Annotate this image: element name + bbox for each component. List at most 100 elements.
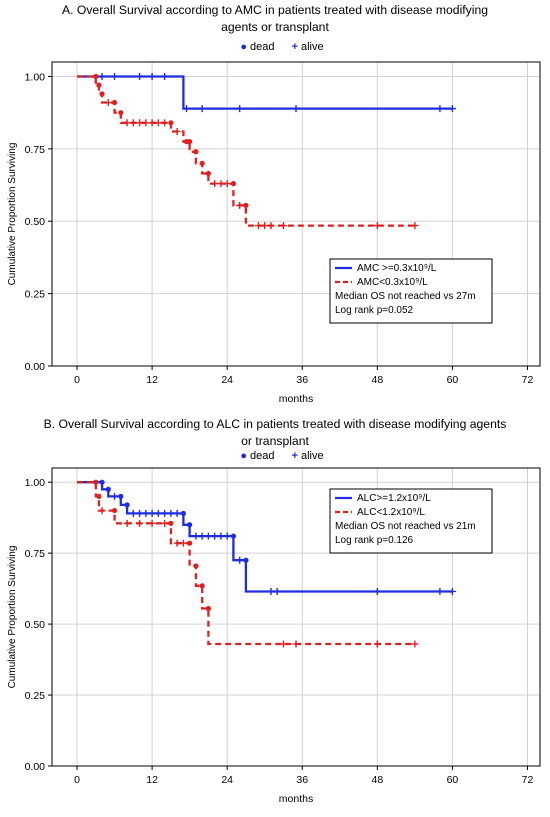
alive-marker xyxy=(217,532,225,540)
alive-marker xyxy=(123,519,131,527)
legend-box: AMC >=0.3x10⁹/L AMC<0.3x10⁹/L Median OS no… xyxy=(329,258,493,324)
legend-alive-label: alive xyxy=(301,450,324,462)
legend-note: Log rank p=0.052 xyxy=(335,305,414,316)
dead-marker xyxy=(168,520,174,526)
x-tick-label: 24 xyxy=(221,374,233,386)
alive-marker xyxy=(267,587,275,595)
alive-marker xyxy=(211,180,219,188)
alive-marker xyxy=(373,587,381,595)
alive-marker xyxy=(148,72,156,80)
dead-marker xyxy=(187,540,193,546)
dead-marker xyxy=(193,563,199,569)
chart-title-a: A. Overall Survival according to AMC in … xyxy=(0,2,550,36)
alive-marker xyxy=(373,640,381,648)
chart-title-b: B. Overall Survival according to ALC in … xyxy=(0,416,550,450)
survival-curve-blue xyxy=(77,75,453,110)
plot-frame xyxy=(51,467,541,767)
dead-marker xyxy=(230,533,237,539)
alive-marker xyxy=(136,519,144,527)
y-tick-label: 1.00 xyxy=(25,71,46,83)
alive-marker-icon: + xyxy=(291,450,298,462)
alive-marker xyxy=(179,539,187,547)
alive-marker xyxy=(142,509,150,517)
alive-marker xyxy=(129,119,137,127)
alive-marker xyxy=(261,222,269,230)
y-tick-label: 0.25 xyxy=(25,690,46,702)
dead-marker xyxy=(105,486,111,492)
alive-marker xyxy=(236,105,244,113)
x-tick-label: 36 xyxy=(296,374,308,386)
dead-marker xyxy=(96,82,102,88)
alive-marker xyxy=(279,222,287,230)
x-tick-label: 36 xyxy=(296,774,308,786)
alive-marker xyxy=(161,509,169,517)
alive-marker xyxy=(373,222,381,230)
title-line: agents or transplant xyxy=(221,20,329,34)
panel-a: A. Overall Survival according to AMC in … xyxy=(0,0,550,402)
alive-marker xyxy=(173,539,181,547)
alive-marker xyxy=(183,105,191,113)
legend-note: Median OS not reached vs 21m xyxy=(335,521,476,532)
alive-marker xyxy=(448,587,456,595)
y-tick-label: 0.75 xyxy=(25,548,46,560)
alive-marker xyxy=(211,532,219,540)
y-tick-label: 0.00 xyxy=(25,361,46,373)
title-line: or transplant xyxy=(241,434,309,448)
survival-plot-b: 0 12 24 36 48 60 72 0.00 0.25 0.50 0.75 1.00 months C… xyxy=(7,467,541,805)
x-tick-label: 12 xyxy=(146,774,158,786)
x-axis-label: months xyxy=(279,393,313,402)
legend-frame xyxy=(329,258,493,324)
alive-marker xyxy=(217,180,225,188)
alive-marker xyxy=(236,556,244,564)
alive-marker xyxy=(273,587,281,595)
alive-marker xyxy=(154,509,162,517)
legend-series-label: ALC>=1.2x10⁹/L xyxy=(357,493,431,504)
legend-series-label: ALC<1.2x10⁹/L xyxy=(357,507,425,518)
alive-marker xyxy=(167,509,175,517)
marker-legend-b: ● dead + alive xyxy=(0,450,550,462)
legend-note: Log rank p=0.126 xyxy=(335,535,414,546)
legend-dead-label: dead xyxy=(250,450,275,462)
legend-series-label: AMC >=0.3x10⁹/L xyxy=(357,263,437,274)
alive-marker xyxy=(154,119,162,127)
x-tick-label: 60 xyxy=(447,374,459,386)
dead-marker xyxy=(187,522,193,528)
y-tick-label: 0.75 xyxy=(25,144,46,156)
dead-marker xyxy=(187,139,193,145)
alive-marker xyxy=(204,532,212,540)
legend-frame xyxy=(329,488,493,554)
marker-legend-a: ● dead + alive xyxy=(0,41,550,53)
alive-marker xyxy=(192,532,200,540)
alive-marker xyxy=(123,119,131,127)
panel-b: B. Overall Survival according to ALC in … xyxy=(0,405,550,817)
dead-marker-icon: ● xyxy=(240,450,248,462)
y-tick-label: 1.00 xyxy=(25,477,46,489)
x-tick-label: 12 xyxy=(146,374,158,386)
dead-marker xyxy=(96,493,102,499)
legend-alive-label: alive xyxy=(301,41,324,53)
legend-box: ALC>=1.2x10⁹/L ALC<1.2x10⁹/L Median OS not… xyxy=(329,488,493,554)
x-tick-label: 72 xyxy=(522,374,534,386)
alive-marker xyxy=(267,222,275,230)
alive-marker xyxy=(142,119,150,127)
dead-marker xyxy=(205,605,212,612)
alive-marker xyxy=(148,509,156,517)
alive-marker-icon: + xyxy=(291,41,298,53)
x-tick-label: 0 xyxy=(74,374,80,386)
dead-marker xyxy=(111,507,118,514)
alive-marker xyxy=(173,127,181,135)
alive-marker xyxy=(104,99,112,107)
alive-marker xyxy=(129,509,137,517)
legend-dead-label: dead xyxy=(250,41,275,53)
survival-plot-a: 0 12 24 36 48 60 72 0.00 0.25 0.50 0.75 1.00 months C… xyxy=(7,61,541,402)
alive-marker xyxy=(161,119,169,127)
alive-marker xyxy=(254,222,262,230)
dead-marker xyxy=(168,120,174,126)
dead-marker xyxy=(93,73,99,80)
dead-marker xyxy=(99,479,105,485)
alive-marker xyxy=(292,105,300,113)
alive-marker xyxy=(136,72,144,80)
y-tick-label: 0.25 xyxy=(25,289,46,301)
y-axis-label: Cumulative Proportion Surviving xyxy=(7,143,18,286)
dead-marker xyxy=(111,99,118,106)
